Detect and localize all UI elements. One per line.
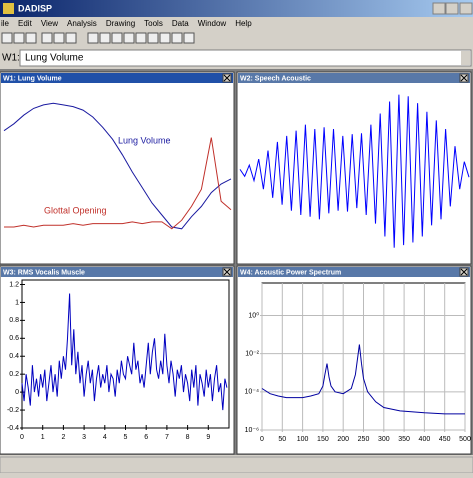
x-tick-label: 450 <box>439 436 451 443</box>
status-bar <box>0 456 473 474</box>
y-tick-label: 0.6 <box>9 335 19 342</box>
y-tick-label: 1.2 <box>9 281 19 288</box>
y-tick-label: 0.8 <box>9 317 19 324</box>
toolbar-button[interactable] <box>183 32 195 44</box>
menu-item[interactable]: Drawing <box>106 19 135 28</box>
maximize-button[interactable] <box>445 2 459 15</box>
y-tick-label: -0.2 <box>7 407 19 414</box>
x-tick-label: 8 <box>186 434 190 441</box>
toolbar-button[interactable] <box>87 32 99 44</box>
toolbar-button[interactable] <box>13 32 25 44</box>
line <box>4 137 232 230</box>
window-title-bar <box>238 73 470 83</box>
y-tick-label: 1 <box>15 299 19 306</box>
plot-window <box>236 265 472 455</box>
y-tick-label: 0 <box>15 389 19 396</box>
menu-item[interactable]: Help <box>235 19 252 28</box>
plot-window <box>0 71 235 265</box>
plot-window <box>236 71 472 265</box>
app-title: DADISP <box>18 3 52 13</box>
line <box>261 344 465 415</box>
title-bar <box>0 0 473 17</box>
menu-item[interactable]: Data <box>172 19 189 28</box>
menu-item[interactable]: View <box>41 19 58 28</box>
toolbar <box>1 32 195 44</box>
toolbar-button[interactable] <box>111 32 123 44</box>
window-close-x <box>460 268 468 276</box>
close-button[interactable] <box>459 2 473 15</box>
x-tick-label: 50 <box>278 436 286 443</box>
y-tick-label: 10⁻⁴ <box>245 389 260 396</box>
window-title: W3: RMS Vocalis Muscle <box>3 269 85 276</box>
window-buttons <box>432 2 473 15</box>
command-input[interactable] <box>19 49 472 67</box>
series-label: Lung Volume <box>118 135 171 145</box>
x-tick-label: 500 <box>459 436 471 443</box>
toolbar-button[interactable] <box>123 32 135 44</box>
toolbar-button[interactable] <box>135 32 147 44</box>
y-tick-label: 10⁰ <box>248 311 259 319</box>
toolbar-button[interactable] <box>53 32 65 44</box>
minimize-button[interactable] <box>432 2 446 15</box>
x-tick-label: 4 <box>103 434 107 441</box>
x-tick-label: 100 <box>297 436 309 443</box>
toolbar-button[interactable] <box>25 32 37 44</box>
plot-window <box>0 265 235 455</box>
window-close-x <box>460 74 468 82</box>
x-tick-label: 3 <box>82 434 86 441</box>
window-title: W1: Lung Volume <box>3 75 62 82</box>
menu-bar: ile Edit View Analysis Drawing Tools Data Windo… <box>1 19 252 28</box>
toolbar-button[interactable] <box>147 32 159 44</box>
menu-item[interactable]: Edit <box>18 19 33 28</box>
x-tick-label: 5 <box>124 434 128 441</box>
toolbar-button[interactable] <box>41 32 53 44</box>
window-title-bar <box>1 73 233 83</box>
toolbar-button[interactable] <box>65 32 77 44</box>
x-tick-label: 300 <box>378 436 390 443</box>
menu-item[interactable]: Analysis <box>67 19 97 28</box>
y-tick-label: 10⁻² <box>245 350 259 357</box>
x-tick-label: 0 <box>260 436 264 443</box>
x-tick-label: 250 <box>358 436 370 443</box>
y-tick-label: -0.4 <box>7 425 19 432</box>
line <box>3 102 232 230</box>
window-close-x <box>223 74 231 82</box>
y-tick-label: 0.4 <box>9 353 19 360</box>
window-title-bar <box>1 267 233 277</box>
menu-item[interactable]: Window <box>198 19 227 28</box>
dropdown-button[interactable] <box>461 51 470 65</box>
command-value: Lung Volume <box>25 53 84 64</box>
x-tick-label: 0 <box>20 434 24 441</box>
x-tick-label: 400 <box>419 436 431 443</box>
window-title: W2: Speech Acoustic <box>240 75 311 82</box>
x-tick-label: 1 <box>41 434 45 441</box>
x-tick-label: 350 <box>398 436 410 443</box>
y-tick-label: 0.2 <box>9 371 19 378</box>
x-tick-label: 6 <box>144 434 148 441</box>
x-tick-label: 9 <box>206 434 210 441</box>
menu-item[interactable]: Tools <box>144 19 163 28</box>
window-title-bar <box>238 267 470 277</box>
line <box>21 293 228 411</box>
toolbar-button[interactable] <box>171 32 183 44</box>
x-tick-label: 2 <box>61 434 65 441</box>
window-close-x <box>223 268 231 276</box>
app-icon <box>3 3 14 14</box>
x-tick-label: 7 <box>165 434 169 441</box>
series-label: Glottal Opening <box>44 205 107 215</box>
y-tick-label: 10⁻⁶ <box>245 427 259 434</box>
toolbar-button[interactable] <box>159 32 171 44</box>
toolbar-button[interactable] <box>1 32 13 44</box>
x-tick-label: 200 <box>337 436 349 443</box>
window-title: W4: Acoustic Power Spectrum <box>240 269 341 276</box>
line <box>239 94 470 248</box>
command-label: W1: <box>2 53 20 64</box>
menu-item[interactable]: ile <box>1 19 10 28</box>
toolbar-button[interactable] <box>99 32 111 44</box>
x-tick-label: 150 <box>317 436 329 443</box>
